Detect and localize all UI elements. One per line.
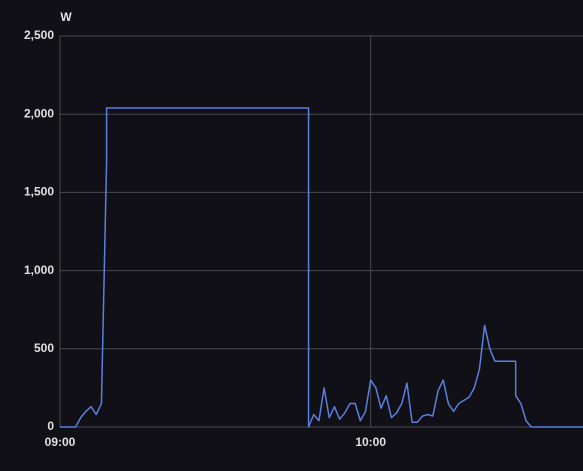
data-line <box>60 107 583 428</box>
y-tick-label: 1,500 <box>24 185 54 199</box>
y-axis-label: W <box>60 10 72 24</box>
y-tick-label: 1,000 <box>24 263 54 277</box>
y-tick-label: 0 <box>47 419 54 433</box>
y-tick-label: 500 <box>34 341 54 355</box>
y-tick-label: 2,500 <box>24 28 54 42</box>
x-tick-label: 09:00 <box>45 435 76 449</box>
x-tick-label: 10:00 <box>355 435 386 449</box>
y-tick-label: 2,000 <box>24 106 54 120</box>
